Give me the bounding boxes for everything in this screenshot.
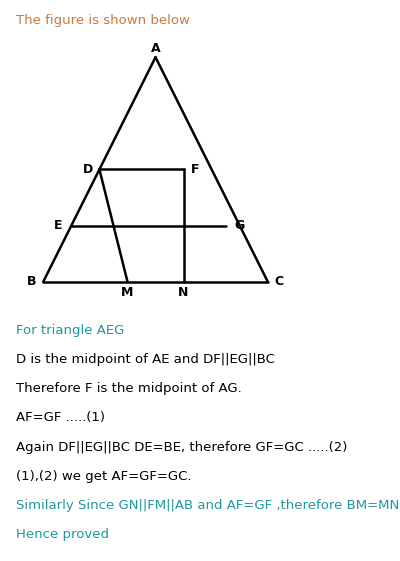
Text: M: M	[121, 286, 134, 300]
Text: F: F	[190, 163, 199, 176]
Text: (1),(2) we get AF=GF=GC.: (1),(2) we get AF=GF=GC.	[16, 470, 192, 482]
Text: D: D	[83, 163, 93, 176]
Text: Hence proved: Hence proved	[16, 528, 109, 541]
Text: The figure is shown below: The figure is shown below	[16, 14, 190, 27]
Text: Therefore F is the midpoint of AG.: Therefore F is the midpoint of AG.	[16, 382, 242, 396]
Text: Similarly Since GN||FM||AB and AF=GF ,therefore BM=MN=NC: Similarly Since GN||FM||AB and AF=GF ,th…	[16, 499, 400, 512]
Text: A: A	[151, 42, 160, 55]
Text: G: G	[234, 219, 244, 232]
Text: C: C	[274, 275, 284, 288]
Text: AF=GF .....(1): AF=GF .....(1)	[16, 411, 105, 425]
Text: B: B	[27, 275, 37, 288]
Text: D is the midpoint of AE and DF||EG||BC: D is the midpoint of AE and DF||EG||BC	[16, 353, 275, 366]
Text: For triangle AEG: For triangle AEG	[16, 324, 124, 337]
Text: Again DF||EG||BC DE=BE, therefore GF=GC .....(2): Again DF||EG||BC DE=BE, therefore GF=GC …	[16, 440, 347, 453]
Text: N: N	[178, 286, 189, 300]
Text: E: E	[54, 219, 62, 232]
